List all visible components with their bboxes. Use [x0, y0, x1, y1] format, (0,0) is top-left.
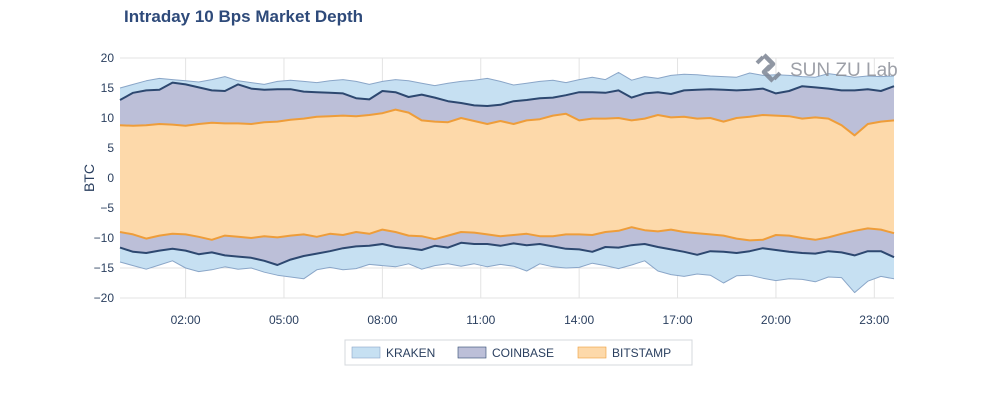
- legend: KRAKEN COINBASE BITSTAMP: [344, 339, 693, 366]
- watermark-text: SUN ZU Lab: [790, 60, 898, 81]
- x-tick-label: 05:00: [269, 313, 299, 327]
- x-tick-label: 23:00: [859, 313, 889, 327]
- y-tick-label: −10: [94, 231, 115, 245]
- legend-label-coinbase: COINBASE: [492, 346, 554, 360]
- x-tick-label: 20:00: [761, 313, 791, 327]
- y-tick-label: 20: [101, 51, 115, 65]
- legend-swatch-bitstamp: [577, 346, 607, 359]
- y-tick-label: 10: [101, 111, 115, 125]
- coinbase-bid-area: [120, 82, 894, 136]
- kraken-ask-line: [119, 260, 895, 294]
- y-axis-label: BTC: [81, 164, 97, 192]
- x-tick-label: 11:00: [466, 313, 495, 327]
- legend-swatch-kraken: [351, 346, 381, 359]
- y-tick-label: −5: [100, 201, 114, 215]
- bitstamp-ask-line: [119, 226, 895, 242]
- bitstamp-bid-line: [119, 108, 895, 137]
- x-axis-ticks: 02:00 05:00 08:00 11:00 14:00 17:00 20:00 23:00: [171, 313, 890, 327]
- coinbase-ask-line: [119, 241, 895, 266]
- x-tick-label: 08:00: [367, 313, 397, 327]
- watermark: SUN ZU Lab: [755, 53, 898, 83]
- bitstamp-bid-area: [120, 109, 894, 178]
- legend-label-kraken: KRAKEN: [386, 346, 435, 360]
- series-lines: [119, 71, 895, 294]
- y-tick-label: 15: [101, 81, 115, 95]
- y-tick-label: 0: [107, 171, 114, 185]
- chart-title: Intraday 10 Bps Market Depth: [124, 7, 364, 26]
- bitstamp-ask-area: [120, 178, 894, 241]
- legend-swatch-coinbase: [457, 346, 487, 359]
- y-tick-label: 5: [107, 141, 114, 155]
- x-tick-label: 02:00: [171, 313, 201, 327]
- legend-label-bitstamp: BITSTAMP: [612, 346, 671, 360]
- kraken-ask-area: [120, 242, 894, 293]
- x-tick-label: 14:00: [564, 313, 594, 327]
- x-tick-label: 17:00: [663, 313, 693, 327]
- legend-box: [344, 339, 693, 366]
- kraken-bid-area: [120, 72, 894, 106]
- coinbase-bid-line: [119, 81, 895, 107]
- y-tick-label: −15: [94, 261, 115, 275]
- y-axis-ticks: 20 15 10 5 0 −5 −10 −15 −20: [94, 51, 115, 305]
- sun-zu-lab-logo-icon: [755, 53, 782, 83]
- y-tick-label: −20: [94, 291, 115, 305]
- series-areas: [120, 72, 894, 293]
